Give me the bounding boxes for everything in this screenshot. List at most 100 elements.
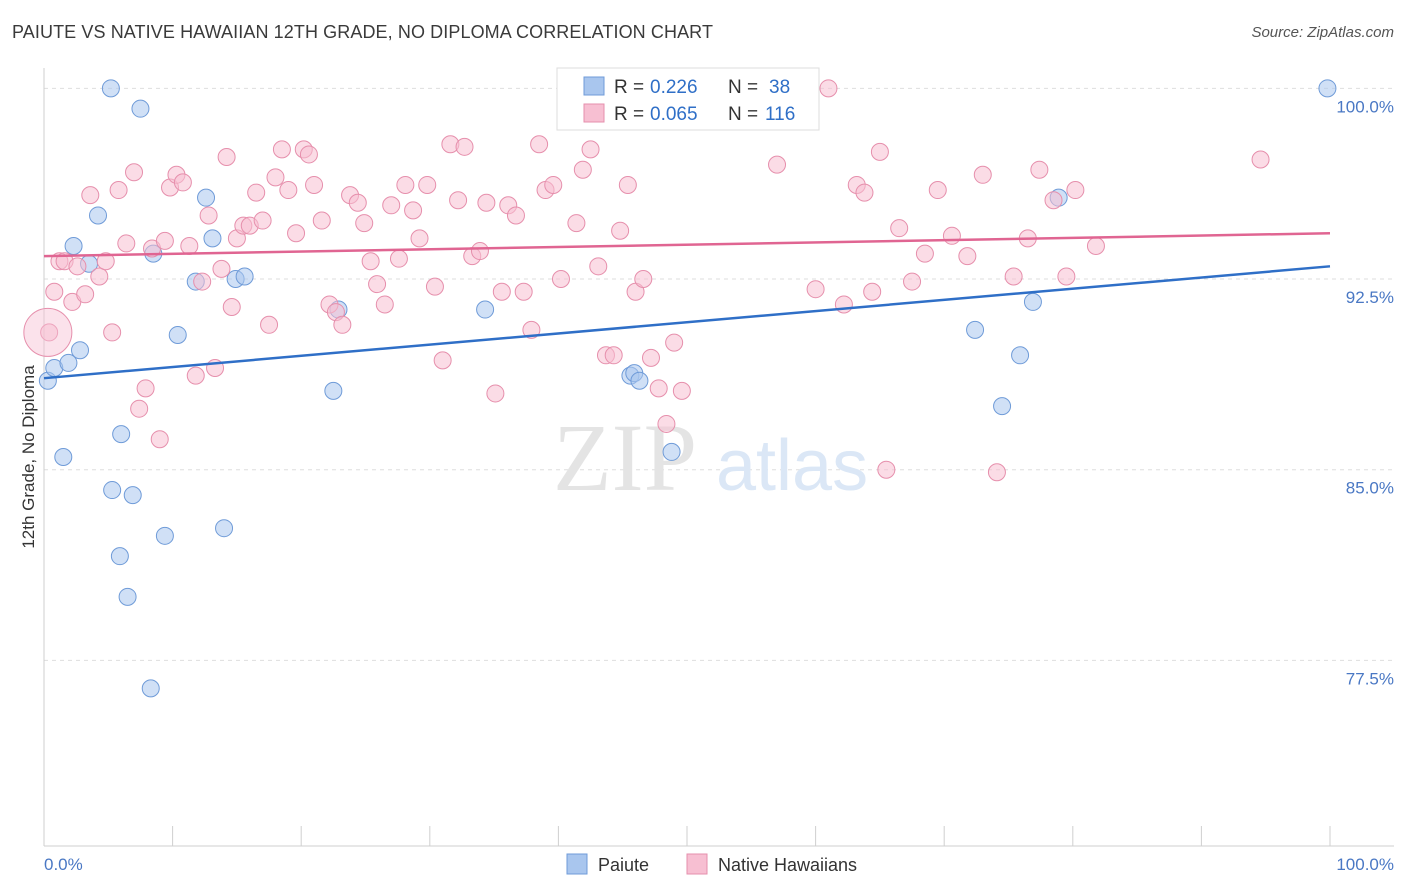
point-native-hawaiians	[470, 242, 489, 261]
point-native-hawaiians	[870, 142, 889, 161]
point-paiute	[993, 397, 1012, 416]
point-paiute	[324, 381, 343, 400]
point-native-hawaiians	[193, 272, 212, 291]
point-paiute	[103, 481, 122, 500]
point-paiute	[112, 425, 131, 444]
point-native-hawaiians	[96, 252, 115, 271]
point-paiute	[630, 371, 649, 390]
point-paiute	[89, 206, 108, 225]
point-native-hawaiians	[634, 270, 653, 289]
stats-swatch-paiute	[583, 76, 605, 96]
point-native-hawaiians	[109, 181, 128, 200]
point-native-hawaiians	[1044, 191, 1063, 210]
point-native-hawaiians	[1086, 236, 1105, 255]
stats-n-label-paiute: N =	[728, 77, 758, 98]
point-native-hawaiians	[272, 140, 291, 159]
point-native-hawaiians	[672, 381, 691, 400]
point-native-hawaiians	[396, 175, 415, 194]
point-native-hawaiians	[1030, 160, 1049, 179]
point-native-hawaiians	[768, 155, 787, 174]
point-native-hawaiians	[418, 175, 437, 194]
chart-source: Source: ZipAtlas.com	[1251, 24, 1394, 41]
trend-line-paiute	[43, 265, 1331, 380]
point-paiute	[662, 442, 681, 461]
x-axis-ticks	[43, 826, 1331, 846]
point-native-hawaiians	[217, 147, 236, 166]
point-paiute	[1023, 292, 1042, 311]
point-native-hawaiians	[382, 196, 401, 215]
point-native-hawaiians	[604, 346, 623, 365]
chart-title: PAIUTE VS NATIVE HAWAIIAN 12TH GRADE, NO…	[12, 22, 714, 42]
point-native-hawaiians	[333, 315, 352, 334]
y-tick-label: 92.5%	[1346, 288, 1394, 307]
grid-lines	[44, 87, 1394, 661]
point-paiute	[476, 300, 495, 319]
point-native-hawaiians	[348, 193, 367, 212]
point-native-hawaiians	[76, 285, 95, 304]
point-native-hawaiians	[477, 193, 496, 212]
point-native-hawaiians	[928, 181, 947, 200]
point-native-hawaiians	[279, 181, 298, 200]
point-native-hawaiians-large	[23, 307, 73, 357]
watermark: ZIP atlas	[553, 404, 868, 511]
stats-r-value-native-hawaiians: 0.065	[650, 104, 698, 125]
legend: Paiute Native Hawaiians	[566, 853, 857, 875]
point-native-hawaiians	[819, 79, 838, 98]
legend-label-native-hawaiians: Native Hawaiians	[718, 855, 857, 875]
point-paiute	[59, 353, 78, 372]
point-paiute	[141, 679, 160, 698]
legend-swatch-paiute	[566, 853, 588, 875]
point-native-hawaiians	[449, 191, 468, 210]
point-native-hawaiians	[530, 135, 549, 154]
point-paiute	[118, 587, 137, 606]
point-native-hawaiians	[150, 430, 169, 449]
point-native-hawaiians	[890, 219, 909, 238]
point-native-hawaiians	[915, 244, 934, 263]
point-native-hawaiians	[173, 173, 192, 192]
point-paiute	[966, 320, 985, 339]
point-native-hawaiians	[287, 224, 306, 243]
point-paiute	[155, 526, 174, 545]
point-native-hawaiians	[389, 249, 408, 268]
point-paiute	[168, 325, 187, 344]
point-paiute	[1318, 79, 1337, 98]
point-native-hawaiians	[514, 282, 533, 301]
y-axis-tick-labels: 100.0% 92.5% 85.0% 77.5%	[1336, 97, 1394, 688]
point-native-hawaiians	[90, 267, 109, 286]
point-paiute	[203, 229, 222, 248]
trend-lines	[43, 232, 1331, 380]
point-native-hawaiians	[404, 201, 423, 220]
y-tick-label: 77.5%	[1346, 669, 1394, 688]
point-native-hawaiians	[618, 175, 637, 194]
point-native-hawaiians	[506, 206, 525, 225]
point-native-hawaiians	[433, 351, 452, 370]
point-native-hawaiians	[573, 160, 592, 179]
point-native-hawaiians	[589, 257, 608, 276]
point-native-hawaiians	[199, 206, 218, 225]
point-native-hawaiians	[1004, 267, 1023, 286]
watermark-atlas: atlas	[716, 426, 868, 506]
stats-n-label-native-hawaiians: N =	[728, 104, 758, 125]
point-native-hawaiians	[1251, 150, 1270, 169]
point-native-hawaiians	[180, 236, 199, 255]
point-native-hawaiians	[657, 414, 676, 433]
point-native-hawaiians	[942, 226, 961, 245]
point-native-hawaiians	[611, 221, 630, 240]
point-native-hawaiians	[299, 145, 318, 164]
point-native-hawaiians	[125, 163, 144, 182]
point-native-hawaiians	[368, 275, 387, 294]
point-native-hawaiians	[361, 252, 380, 271]
point-native-hawaiians	[649, 379, 668, 398]
point-paiute	[101, 79, 120, 98]
point-native-hawaiians	[212, 259, 231, 278]
point-paiute	[1011, 346, 1030, 365]
y-axis-title: 12th Grade, No Diploma	[19, 365, 38, 549]
point-paiute	[110, 547, 129, 566]
stats-swatch-native-hawaiians	[583, 103, 605, 123]
legend-label-paiute: Paiute	[598, 855, 649, 875]
point-paiute	[123, 486, 142, 505]
point-native-hawaiians	[81, 186, 100, 205]
point-native-hawaiians	[260, 315, 279, 334]
point-native-hawaiians	[410, 229, 429, 248]
point-native-hawaiians	[903, 272, 922, 291]
